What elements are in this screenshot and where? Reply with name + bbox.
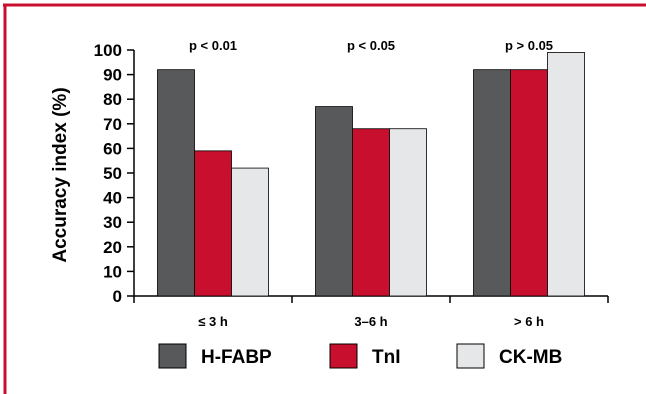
category-labels: ≤ 3 h 3–6 h > 6 h [198,314,544,329]
bar-ck-mb-2 [547,52,585,297]
y-tick-label: 50 [103,164,122,183]
y-tick-label: 60 [103,139,122,158]
y-tick-label: 100 [94,41,122,60]
bar-h-fabp-0 [157,69,195,297]
x-category-label: ≤ 3 h [198,314,228,329]
bar-ck-mb-1 [389,128,427,297]
legend-label-ck-mb: CK-MB [499,347,562,368]
legend-label-h-fabp: H-FABP [201,347,272,368]
bar-ck-mb-0 [231,167,269,297]
y-axis-label: Accuracy index (%) [50,87,71,262]
x-category-label: > 6 h [514,314,544,329]
p-value-annotation: p > 0.05 [505,38,553,53]
y-tick-label: 40 [103,189,122,208]
y-tick-label: 10 [103,262,122,281]
legend-swatch-tni [329,343,358,369]
p-value-annotation: p < 0.05 [347,38,395,53]
y-tick-label: 90 [103,66,122,85]
bar-h-fabp-1 [315,106,353,297]
y-tick-label: 20 [103,238,122,257]
x-category-label: 3–6 h [354,314,387,329]
y-ticks: 0 10 20 30 40 50 60 70 80 90 100 [94,41,134,306]
bar-tni-2 [510,69,548,297]
significance-annotations: p < 0.01 p < 0.05 p > 0.05 [189,38,553,53]
bars [157,52,585,297]
y-tick-label: 70 [103,115,122,134]
legend-label-tni: TnI [372,347,401,368]
bar-tni-1 [352,128,390,297]
p-value-annotation: p < 0.01 [189,38,237,53]
bar-h-fabp-2 [473,69,511,297]
x-ticks [133,296,609,303]
legend: H-FABP TnI CK-MB [158,343,562,369]
y-tick-label: 0 [113,287,122,306]
y-tick-label: 30 [103,213,122,232]
y-tick-label: 80 [103,90,122,109]
legend-swatch-h-fabp [158,343,187,369]
legend-swatch-ck-mb [456,343,485,369]
bar-tni-0 [194,150,232,297]
